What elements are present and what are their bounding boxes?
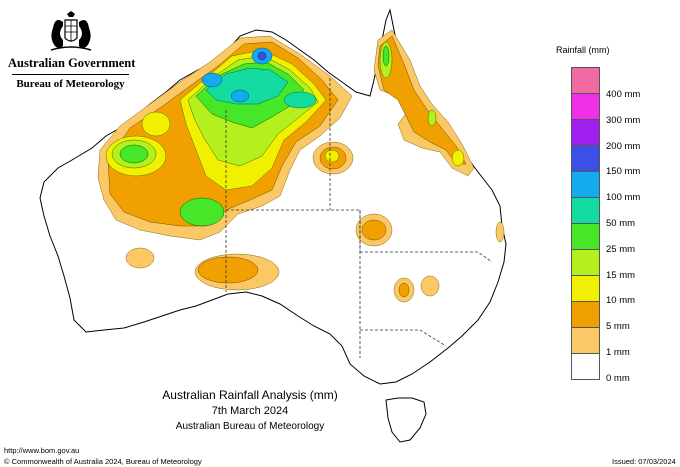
legend-swatch bbox=[571, 301, 600, 327]
legend-swatch bbox=[571, 171, 600, 197]
rain-50mm-ne bbox=[283, 91, 317, 109]
tasmania bbox=[385, 397, 427, 443]
rain-5mm-nsw bbox=[398, 282, 410, 298]
bureau-name: Bureau of Meteorology bbox=[16, 78, 125, 90]
legend-label: 300 mm bbox=[606, 114, 641, 126]
legend-swatch bbox=[571, 67, 600, 93]
legend-swatch bbox=[571, 223, 600, 249]
legend-label: 400 mm bbox=[606, 89, 641, 100]
government-logo: Australian Government Bureau of Meteorol… bbox=[8, 10, 136, 90]
legend-swatch bbox=[571, 249, 600, 275]
legend-label: 1 mm bbox=[606, 347, 630, 358]
legend-label: 200 mm bbox=[606, 140, 641, 152]
rain-25mm-wa bbox=[119, 144, 149, 164]
rain-100mm-c bbox=[230, 89, 250, 103]
rain-25mm-qld bbox=[382, 45, 390, 67]
legend-swatch bbox=[571, 197, 600, 223]
legend-swatch bbox=[571, 93, 600, 119]
rain-10mm-kim bbox=[141, 111, 171, 137]
legend-swatch bbox=[571, 327, 600, 353]
legend-label: 25 mm bbox=[606, 243, 636, 255]
legend-label: 100 mm bbox=[606, 192, 641, 204]
rain-10mm-qld bbox=[451, 149, 465, 167]
footer-issued: Issued: 07/03/2024 bbox=[612, 457, 676, 466]
logo-divider bbox=[12, 74, 129, 75]
rain-150mm bbox=[257, 51, 267, 61]
rain-1mm-wa bbox=[125, 247, 155, 269]
legend-label: 50 mm bbox=[606, 218, 636, 229]
rain-25mm-pil bbox=[179, 197, 225, 227]
footer-url: http://www.bom.gov.au bbox=[4, 446, 80, 455]
state-borders bbox=[225, 78, 493, 358]
rain-5mm-centre bbox=[197, 256, 259, 284]
legend-swatch bbox=[571, 119, 600, 145]
legend-label: 15 mm bbox=[606, 269, 636, 281]
legend-label: 0 mm bbox=[606, 372, 630, 384]
rain-1mm-nsw-b bbox=[420, 275, 440, 297]
rain-50mm-north bbox=[205, 67, 289, 105]
rain-100mm-a bbox=[201, 72, 223, 88]
legend-swatches bbox=[571, 67, 600, 380]
map-title: Australian Rainfall Analysis (mm) bbox=[162, 388, 338, 402]
rain-1mm-coast bbox=[495, 221, 505, 243]
rainfall-overlay bbox=[97, 29, 505, 303]
rain-10mm-nt bbox=[324, 149, 340, 163]
coat-of-arms-icon bbox=[50, 11, 91, 51]
government-name: Australian Government bbox=[8, 56, 136, 70]
footer-copyright: © Commonwealth of Australia 2024, Bureau… bbox=[4, 457, 202, 466]
map-date: 7th March 2024 bbox=[211, 405, 289, 417]
map-agency: Australian Bureau of Meteorology bbox=[175, 421, 325, 432]
legend-title: Rainfall (mm) bbox=[556, 45, 610, 55]
legend-swatch bbox=[571, 275, 600, 301]
legend-swatch bbox=[571, 353, 600, 380]
legend-label: 5 mm bbox=[606, 321, 630, 333]
legend-label: 10 mm bbox=[606, 295, 636, 307]
rain-5mm-sa bbox=[361, 219, 387, 241]
rain-15mm-qld2 bbox=[427, 109, 437, 127]
legend-label: 150 mm bbox=[606, 166, 641, 178]
legend-swatch bbox=[571, 145, 600, 171]
